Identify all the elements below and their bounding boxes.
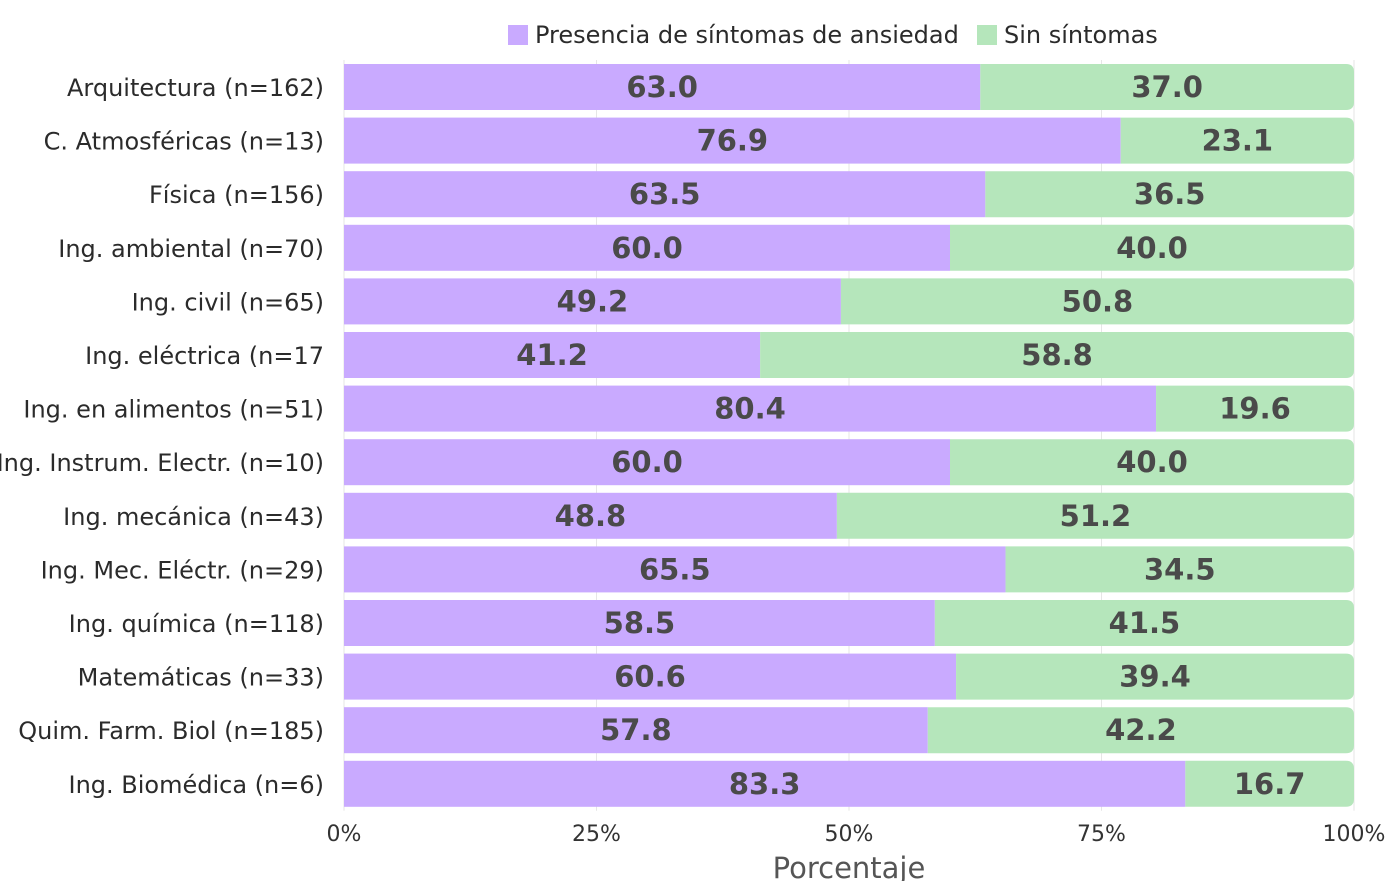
category-label: Quim. Farm. Biol (n=185) <box>18 717 324 745</box>
bar-sin-sintomas <box>1005 546 1354 593</box>
x-tick-label: 25% <box>572 822 621 847</box>
x-tick-label: 0% <box>327 822 362 847</box>
data-label-sin-sintomas: 36.5 <box>1134 177 1206 211</box>
bar-sin-sintomas <box>956 653 1354 700</box>
legend: Presencia de síntomas de ansiedad Sin sín… <box>508 21 1158 49</box>
bar-sin-sintomas <box>760 332 1354 378</box>
bar-ansiedad <box>344 707 928 754</box>
data-label-sin-sintomas: 40.0 <box>1116 231 1188 265</box>
bar-sin-sintomas <box>934 600 1354 646</box>
category-label: Ing. química (n=118) <box>69 610 324 638</box>
data-label-ansiedad: 76.9 <box>697 124 769 158</box>
x-axis-ticks: 0% 25% 50% 75% 100% <box>327 822 1386 847</box>
data-label-ansiedad: 60.6 <box>614 660 686 694</box>
data-label-ansiedad: 63.5 <box>629 177 701 211</box>
bar-ansiedad <box>344 760 1186 807</box>
data-label-ansiedad: 60.0 <box>611 231 683 265</box>
bar-sin-sintomas <box>927 707 1354 754</box>
category-label: Ing. en alimentos (n=51) <box>23 396 324 424</box>
data-label-ansiedad: 63.0 <box>626 70 698 104</box>
data-label-sin-sintomas: 34.5 <box>1144 552 1216 586</box>
category-label: Ing. mecánica (n=43) <box>63 503 324 531</box>
bar-sin-sintomas <box>836 492 1354 539</box>
data-label-ansiedad: 49.2 <box>557 284 629 318</box>
bar-ansiedad <box>344 385 1157 432</box>
data-label-sin-sintomas: 51.2 <box>1060 499 1132 533</box>
data-label-ansiedad: 83.3 <box>729 767 801 801</box>
bar-ansiedad <box>344 64 981 110</box>
data-label-sin-sintomas: 19.6 <box>1219 392 1291 426</box>
bar-sin-sintomas <box>950 439 1354 486</box>
category-label: Ing. Biomédica (n=6) <box>69 771 325 799</box>
bar-ansiedad <box>344 117 1121 164</box>
data-label-ansiedad: 58.5 <box>604 606 676 640</box>
bar-sin-sintomas <box>840 278 1354 325</box>
data-label-ansiedad: 57.8 <box>600 713 672 747</box>
bar-sin-sintomas <box>985 171 1354 218</box>
bar-ansiedad <box>344 332 761 378</box>
legend-swatch <box>977 25 997 45</box>
data-label-ansiedad: 65.5 <box>639 552 711 586</box>
bar-ansiedad <box>344 653 957 700</box>
category-label: Ing. eléctrica (n=17 <box>85 342 324 370</box>
category-labels-layer: Arquitectura (n=162) C. Atmosféricas (n=1… <box>0 74 324 799</box>
category-label: Arquitectura (n=162) <box>67 74 324 102</box>
bar-ansiedad <box>344 278 841 325</box>
data-label-sin-sintomas: 39.4 <box>1119 660 1191 694</box>
category-label: C. Atmosféricas (n=13) <box>44 128 324 156</box>
category-label: Ing. Instrum. Electr. (n=10) <box>0 449 324 477</box>
category-label: Ing. ambiental (n=70) <box>58 235 324 263</box>
category-label: Física (n=156) <box>149 181 324 209</box>
legend-label: Sin síntomas <box>1004 21 1158 49</box>
data-label-sin-sintomas: 41.5 <box>1109 606 1181 640</box>
x-tick-label: 100% <box>1323 822 1386 847</box>
data-label-sin-sintomas: 37.0 <box>1131 70 1203 104</box>
data-label-ansiedad: 80.4 <box>714 392 786 426</box>
x-tick-label: 50% <box>825 822 874 847</box>
value-labels-layer: 63.0 37.0 76.9 23.1 63.5 36.5 60.0 40.0 49.2 50.8… <box>516 70 1305 801</box>
bar-ansiedad <box>344 439 950 486</box>
bar-ansiedad <box>344 492 837 539</box>
data-label-ansiedad: 41.2 <box>516 338 588 372</box>
bar-ansiedad <box>344 546 1006 593</box>
x-axis-title: Porcentaje <box>773 851 926 881</box>
data-label-sin-sintomas: 50.8 <box>1062 284 1134 318</box>
bar-sin-sintomas <box>950 224 1354 271</box>
bar-ansiedad <box>344 171 986 218</box>
legend-swatch <box>508 25 528 45</box>
data-label-sin-sintomas: 42.2 <box>1105 713 1177 747</box>
bar-sin-sintomas <box>980 64 1354 110</box>
bar-sin-sintomas <box>1185 760 1354 807</box>
data-label-ansiedad: 60.0 <box>611 445 683 479</box>
x-tick-label: 75% <box>1077 822 1126 847</box>
bar-ansiedad <box>344 600 935 646</box>
data-label-sin-sintomas: 23.1 <box>1202 124 1274 158</box>
bars-layer <box>344 64 1354 807</box>
data-label-sin-sintomas: 58.8 <box>1021 338 1093 372</box>
data-label-ansiedad: 48.8 <box>555 499 627 533</box>
category-label: Ing. civil (n=65) <box>132 288 324 316</box>
category-label: Matemáticas (n=33) <box>78 664 324 692</box>
bar-sin-sintomas <box>1120 117 1354 164</box>
bar-sin-sintomas <box>1156 385 1354 432</box>
bar-ansiedad <box>344 224 950 271</box>
category-label: Ing. Mec. Eléctr. (n=29) <box>41 556 324 584</box>
data-label-sin-sintomas: 16.7 <box>1234 767 1306 801</box>
legend-label: Presencia de síntomas de ansiedad <box>535 21 959 49</box>
data-label-sin-sintomas: 40.0 <box>1116 445 1188 479</box>
